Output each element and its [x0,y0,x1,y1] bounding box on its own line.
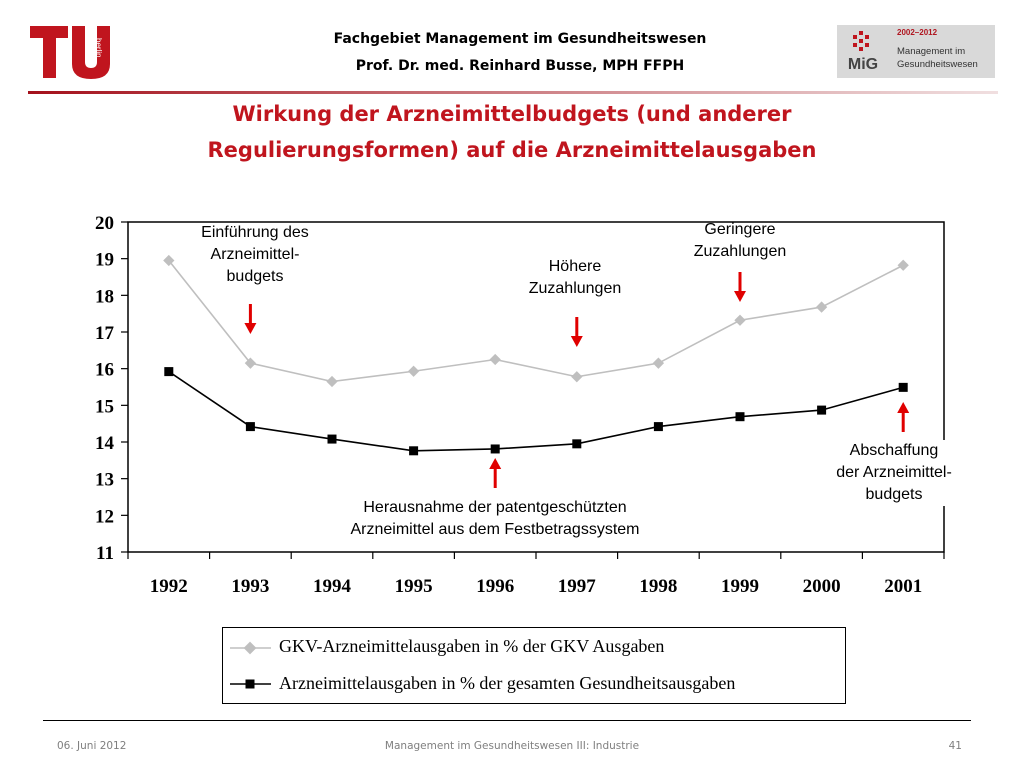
chart-annotation: Herausnahme der patentgeschützten Arzneim… [300,497,690,541]
mig-mark-icon: MiG [848,31,878,73]
series-2-point [898,382,908,392]
chart-annotation: Höhere Zuzahlungen [505,256,645,300]
header-department: Fachgebiet Management im Gesundheitswese… [333,31,707,47]
footer-course: Management im Gesundheitswesen III: Indu… [384,740,640,752]
x-tick-label: 1997 [558,576,597,597]
mig-years: 2002–2012 [897,28,938,37]
chart-annotation-line: Arzneimittel aus dem Festbetragssystem [350,521,640,538]
y-tick-label: 13 [95,470,114,491]
series-1-point [815,301,828,313]
x-tick-label: 1995 [395,576,433,597]
series-1-point [489,353,501,366]
tu-berlin-logo: berlin [28,22,114,82]
x-tick-label: 2000 [803,576,841,597]
y-tick-label: 19 [95,250,114,271]
y-tick-label: 12 [95,506,114,527]
x-tick-label: 1992 [150,576,188,597]
chart-annotation-line: Höhere [548,258,602,275]
chart-annotation-line: Zuzahlungen [528,280,622,297]
legend-marker-diamond [243,641,257,655]
series-1-point [571,371,583,383]
series-2-point [735,412,745,422]
series-2-line [168,370,904,452]
x-tick-label: 1999 [721,576,759,597]
series-2-point [572,439,582,449]
legend-markers [230,641,271,689]
header-professor: Prof. Dr. med. Reinhard Busse, MPH FFPH [355,58,685,74]
chart-annotation: Geringere Zuzahlungen [665,219,815,263]
y-tick-label: 11 [96,543,114,564]
series-1-point [163,254,175,267]
chart-annotation-line: der Arzneimittel- [836,464,952,481]
chart-annotation-line: Geringere [704,221,776,238]
series-1-point [407,365,420,377]
x-tick-label: 1994 [313,576,352,597]
x-tick-label: 1998 [639,576,677,597]
chart-annotation-line: budgets [226,268,284,285]
y-tick-label: 14 [95,433,115,454]
svg-text:berlin: berlin [94,38,103,58]
series-1-point [734,314,746,326]
legend-label-series1: GKV-Arzneimittelausgaben in % der GKV Au… [279,636,665,656]
footer-divider [43,720,971,721]
series-1-point [652,357,665,369]
series-2-point [164,367,174,377]
x-tick-label: 1996 [476,576,514,597]
series-1-point [897,259,909,271]
chart-annotation-line: Arzneimittel- [210,246,300,263]
mig-text-line1: Management im [897,46,966,57]
legend-label-series2: Arzneimittelausgaben in % der gesamten G… [279,673,736,693]
y-tick-label: 20 [95,213,114,234]
series-2-point [817,405,827,415]
chart-annotation-line: Herausnahme der patentgeschützten [363,499,627,516]
x-tick-label: 1993 [231,576,269,597]
mig-text-line2: Gesundheitswesen [897,59,978,70]
y-tick-label: 16 [95,360,114,381]
chart-annotation-line: budgets [865,486,923,503]
legend-marker-square [245,679,255,689]
header-divider [28,91,998,94]
series-2-point [245,422,255,432]
x-tick-label: 2001 [884,576,922,597]
annotation-arrow-head [734,291,746,302]
series-2-point [653,422,663,432]
y-tick-label: 15 [95,396,114,417]
mig-abbr: MiG [848,56,878,73]
mig-logo: MiG 2002–2012 Management im Gesundheitsw… [837,25,995,78]
y-tick-label: 18 [95,286,114,307]
chart-legend: GKV-Arzneimittelausgaben in % der GKV Au… [222,627,846,704]
series-1-line [168,260,904,383]
y-tick-label: 17 [95,323,115,344]
chart-annotation-line: Einführung des [201,224,309,241]
annotation-arrow-head [570,336,583,347]
series-1-point [244,357,257,369]
chart-annotation-line: Zuzahlungen [693,243,787,260]
annotation-arrow-head [897,402,910,413]
series-1-point [326,375,338,388]
footer-date: 06. Juni 2012 [57,740,127,752]
annotation-arrow-head [489,458,502,469]
slide-title-line1: Wirkung der Arzneimittelbudgets (und and… [232,102,792,126]
slide-title-line2: Regulierungsformen) auf die Arzneimittel… [207,138,817,162]
chart-annotation: Einführung des Arzneimittel-budgets [175,222,335,288]
chart-annotation: Abschaffung der Arzneimittel-budgets [815,440,973,506]
series-2-point [409,446,419,456]
series-2-point [327,434,337,444]
footer-page-number: 41 [948,740,962,752]
annotation-arrow-head [244,323,257,334]
chart-annotation-line: Abschaffung [849,442,939,459]
series-2-point [490,444,500,454]
